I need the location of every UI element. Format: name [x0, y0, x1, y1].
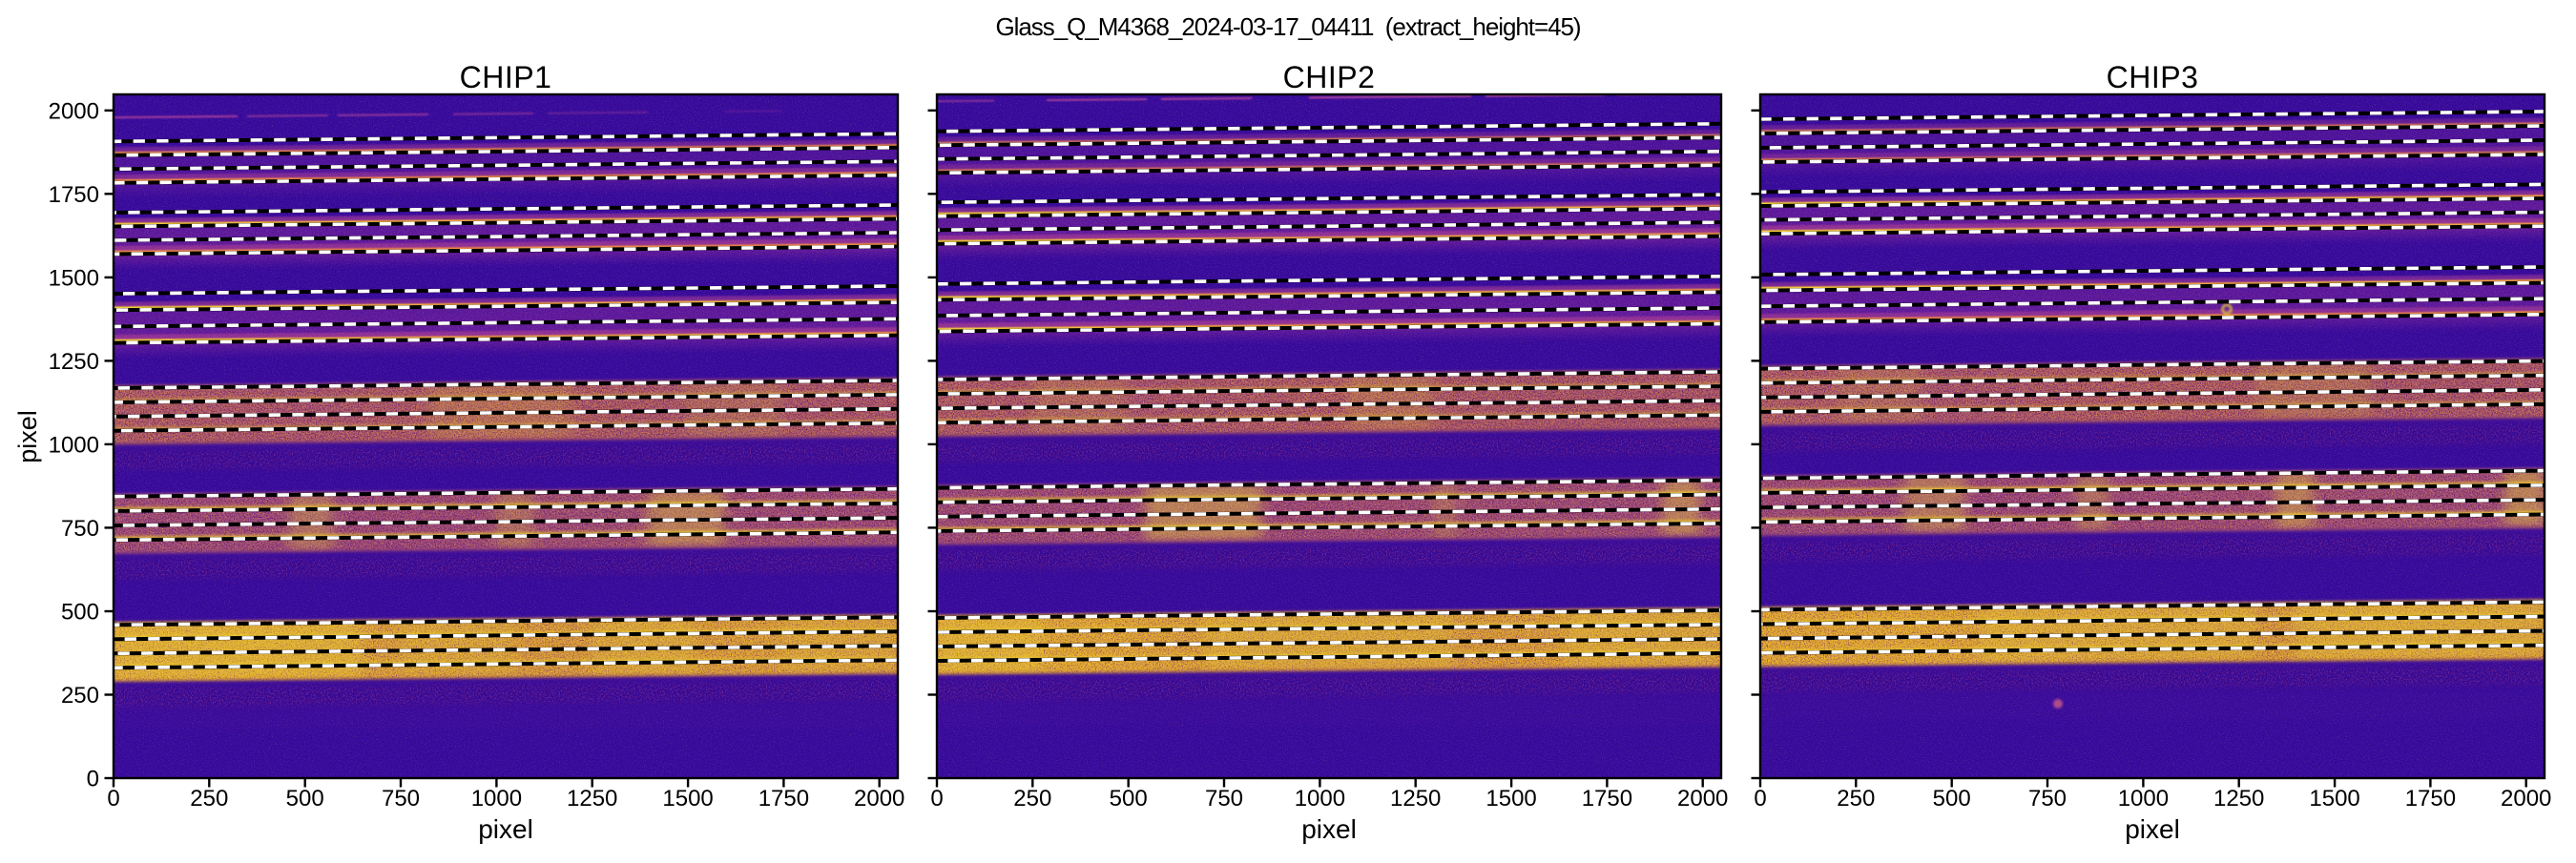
svg-text:1750: 1750 [49, 182, 99, 208]
svg-text:CHIP1: CHIP1 [460, 60, 552, 94]
svg-text:1750: 1750 [1582, 786, 1632, 812]
svg-text:1750: 1750 [2405, 786, 2456, 812]
svg-text:0: 0 [107, 786, 119, 812]
svg-text:1750: 1750 [758, 786, 809, 812]
svg-text:1250: 1250 [1390, 786, 1441, 812]
svg-text:250: 250 [1013, 786, 1051, 812]
svg-text:pixel: pixel [13, 410, 42, 463]
svg-text:500: 500 [1933, 786, 1971, 812]
svg-text:1000: 1000 [2118, 786, 2169, 812]
svg-text:250: 250 [1837, 786, 1875, 812]
svg-text:CHIP3: CHIP3 [2107, 60, 2199, 94]
svg-text:CHIP2: CHIP2 [1283, 60, 1376, 94]
svg-text:1500: 1500 [1485, 786, 1536, 812]
svg-text:0: 0 [1754, 786, 1766, 812]
svg-text:750: 750 [2028, 786, 2067, 812]
svg-text:0: 0 [930, 786, 943, 812]
svg-text:1250: 1250 [567, 786, 617, 812]
svg-text:750: 750 [61, 516, 99, 542]
svg-text:1500: 1500 [49, 265, 99, 291]
svg-text:250: 250 [61, 683, 99, 709]
svg-text:750: 750 [382, 786, 420, 812]
svg-text:2000: 2000 [2501, 786, 2551, 812]
svg-text:500: 500 [1110, 786, 1148, 812]
svg-text:1000: 1000 [49, 432, 99, 458]
svg-text:1250: 1250 [49, 349, 99, 375]
svg-text:1000: 1000 [471, 786, 522, 812]
svg-text:0: 0 [87, 767, 99, 792]
svg-text:Glass_Q_M4368_2024-03-17_04411: Glass_Q_M4368_2024-03-17_04411 (extract_… [995, 12, 1580, 41]
svg-text:250: 250 [190, 786, 228, 812]
svg-text:2000: 2000 [1677, 786, 1728, 812]
svg-text:pixel: pixel [478, 814, 533, 844]
svg-text:1500: 1500 [2309, 786, 2359, 812]
svg-text:1500: 1500 [662, 786, 713, 812]
svg-text:500: 500 [286, 786, 324, 812]
svg-text:2000: 2000 [49, 98, 99, 124]
svg-text:pixel: pixel [2125, 814, 2180, 844]
svg-text:1000: 1000 [1295, 786, 1345, 812]
svg-text:pixel: pixel [1301, 814, 1357, 844]
svg-text:500: 500 [61, 600, 99, 626]
svg-text:750: 750 [1205, 786, 1243, 812]
svg-text:1250: 1250 [2213, 786, 2264, 812]
svg-text:2000: 2000 [854, 786, 904, 812]
